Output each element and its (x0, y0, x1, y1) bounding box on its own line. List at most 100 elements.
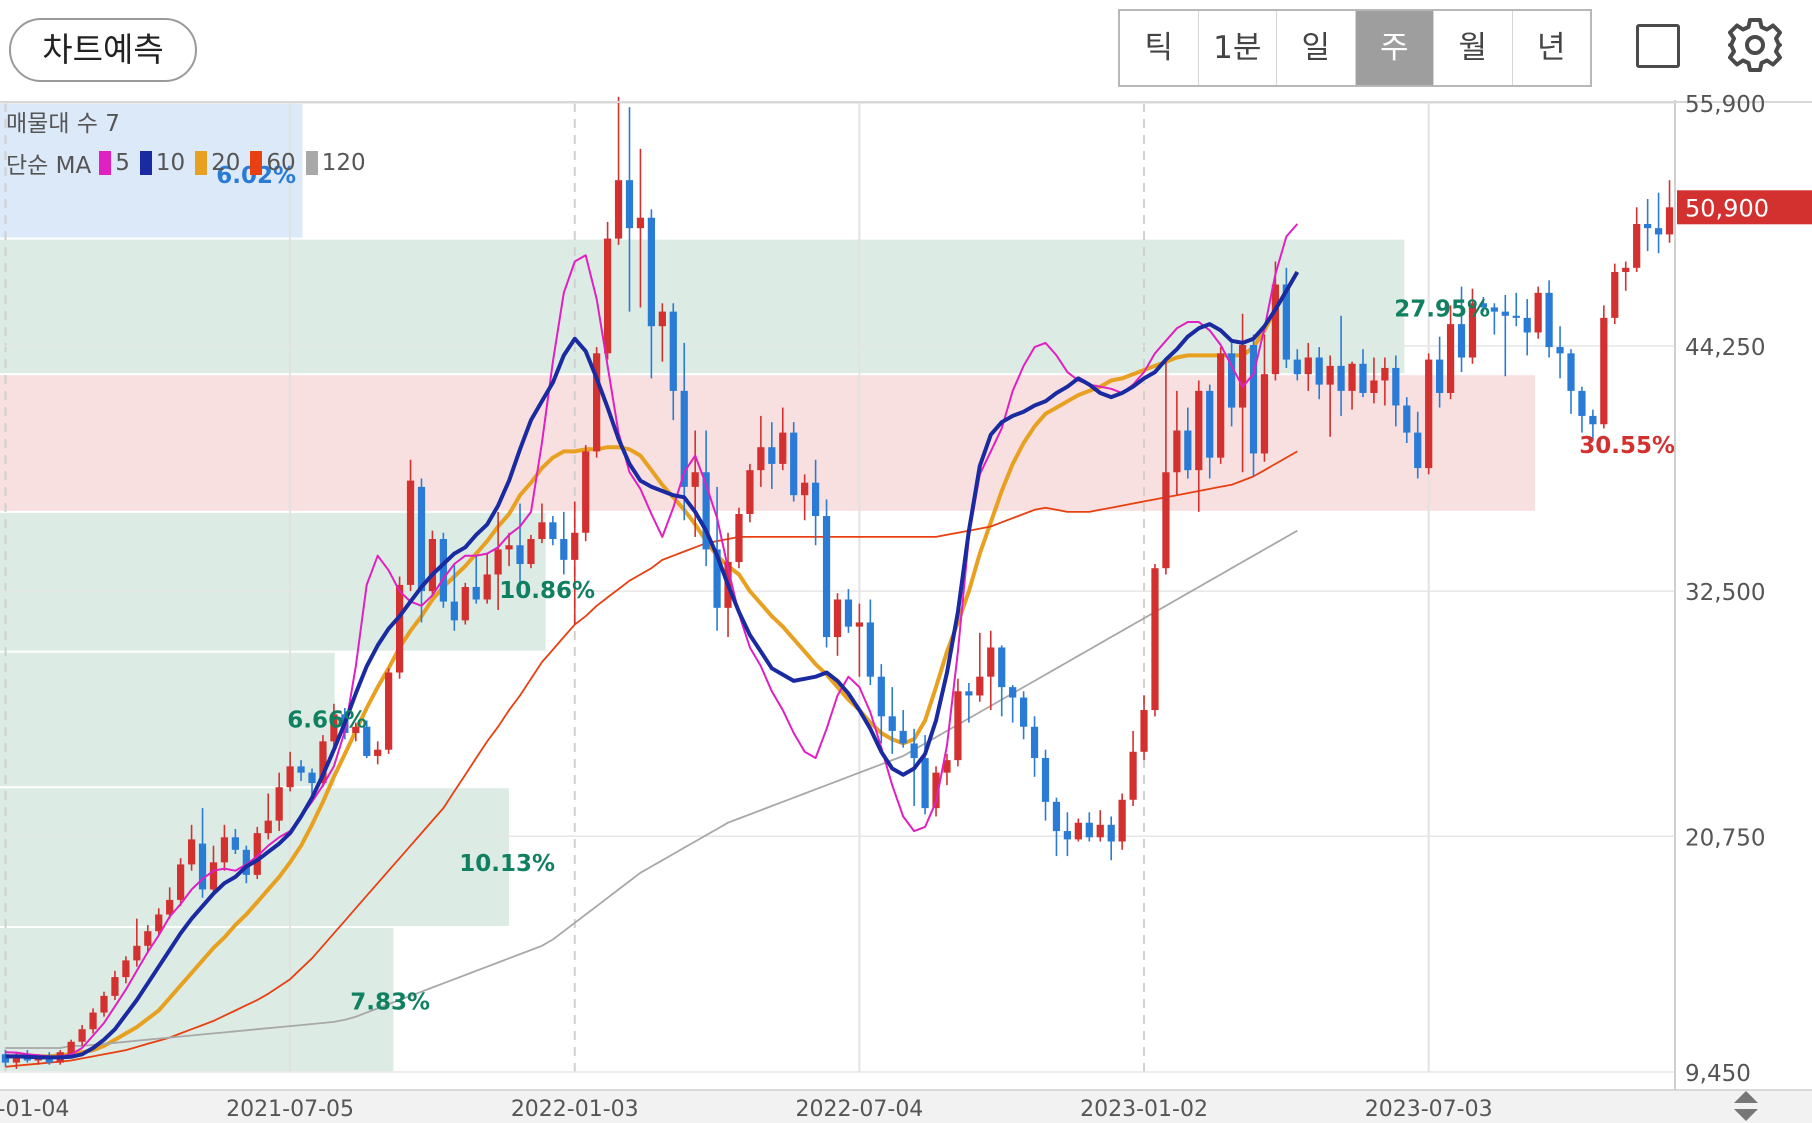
price-tick-label: 55,900 (1685, 92, 1765, 118)
candle-body (1600, 317, 1608, 425)
candle-body (1501, 311, 1509, 316)
candle-body (472, 586, 480, 600)
candle-body (1293, 359, 1301, 375)
candle-body (286, 766, 294, 788)
gear-icon[interactable] (1724, 14, 1786, 76)
candle-body (505, 545, 513, 550)
chart-predict-button[interactable]: 차트예측 (9, 18, 197, 82)
ma5-label: 5 (115, 150, 130, 176)
ma5-swatch (99, 151, 112, 175)
candle-body (461, 586, 469, 621)
volume-profile-label: 27.95% (1394, 296, 1490, 322)
candle-body (757, 447, 765, 471)
period-month-button[interactable]: 월 (1434, 11, 1513, 85)
price-axis-panel (1675, 100, 1812, 1090)
candle-body (374, 749, 382, 756)
candle-body (833, 599, 842, 638)
ma20-line (5, 270, 1300, 1059)
candle-body (34, 1058, 42, 1061)
ma60-label: 60 (266, 150, 296, 176)
time-axis-panel (0, 1090, 1812, 1123)
ma10-swatch (139, 151, 152, 175)
candle-body (253, 833, 261, 875)
candle-body (494, 549, 502, 575)
candle-body (395, 584, 404, 673)
candle-body (264, 820, 272, 834)
ma10-label: 10 (155, 150, 186, 176)
ma60-line (5, 450, 1298, 1068)
candle-body (1414, 432, 1422, 469)
candle-body (932, 772, 940, 809)
candle-body (571, 532, 579, 560)
candle-body (965, 691, 973, 696)
candle-body (1644, 223, 1652, 229)
candle-body (1512, 315, 1520, 318)
candle-body (297, 766, 305, 773)
candle-body (385, 672, 393, 750)
square-icon[interactable] (1636, 24, 1680, 68)
price-tick-label: 9,450 (1685, 1061, 1751, 1087)
candle-body (330, 714, 338, 742)
candle-body (406, 480, 415, 585)
ma-legend-prefix: 단순 MA (6, 153, 92, 179)
candle-body (1534, 292, 1542, 333)
candle-body (1009, 687, 1017, 698)
candle-body (998, 647, 1006, 688)
candle-body (1370, 380, 1378, 393)
candle-body (1545, 292, 1553, 348)
date-tick-label: 2023-07-03 (1365, 1097, 1493, 1122)
candle-body (1228, 353, 1236, 408)
volume-profile-bar (0, 375, 1535, 511)
candle-body (483, 574, 491, 600)
candle-body (1129, 751, 1137, 800)
candle-body (790, 432, 798, 496)
candle-body (702, 472, 710, 550)
candle-body (921, 758, 929, 809)
ma10-line (5, 270, 1300, 1060)
candle-body (12, 1056, 21, 1063)
candle-body (231, 837, 239, 850)
price-tick-label: 32,500 (1685, 580, 1765, 606)
candle-body (844, 599, 853, 627)
ma20-swatch (195, 151, 208, 175)
candle-body (527, 538, 535, 565)
candle-body (713, 549, 721, 608)
candle-body (1107, 824, 1115, 842)
candle-body (1578, 390, 1586, 416)
volume-profile-label: 6.66% (287, 707, 367, 733)
candle-body (1589, 415, 1597, 425)
candle-body (636, 217, 645, 229)
candle-body (1425, 359, 1433, 469)
period-1min-button[interactable]: 1분 (1199, 11, 1277, 85)
candle-body (811, 482, 820, 517)
candle-body (549, 522, 557, 539)
candle-body (1074, 822, 1082, 840)
ma120-label: 120 (321, 150, 366, 176)
candle-body (1468, 303, 1477, 358)
volume-profile-bar (0, 239, 1405, 374)
candle-body (987, 647, 995, 677)
price-tick-label: 44,250 (1685, 335, 1765, 361)
candle-body (1019, 697, 1028, 727)
candle-body (691, 472, 699, 487)
current-price-tag (1677, 190, 1812, 225)
period-year-button[interactable]: 년 (1536, 30, 1566, 66)
period-week-button[interactable]: 주 (1355, 11, 1434, 85)
candle-body (593, 353, 601, 452)
period-tick-button[interactable]: 틱 (1120, 11, 1199, 85)
ma120-swatch (305, 151, 318, 175)
ma60-swatch (250, 151, 263, 175)
candle-body (220, 837, 229, 863)
current-price-label: 50,900 (1685, 194, 1769, 222)
candle-body (144, 931, 152, 946)
candle-body (1271, 284, 1280, 375)
candle-body (779, 432, 787, 464)
candle-body (1622, 267, 1630, 272)
period-day-button[interactable]: 일 (1277, 11, 1356, 85)
candle-body (560, 538, 568, 560)
candle-body (187, 839, 196, 865)
candle-body (319, 741, 327, 784)
candle-body (1, 1054, 10, 1063)
candle-body (735, 513, 743, 562)
